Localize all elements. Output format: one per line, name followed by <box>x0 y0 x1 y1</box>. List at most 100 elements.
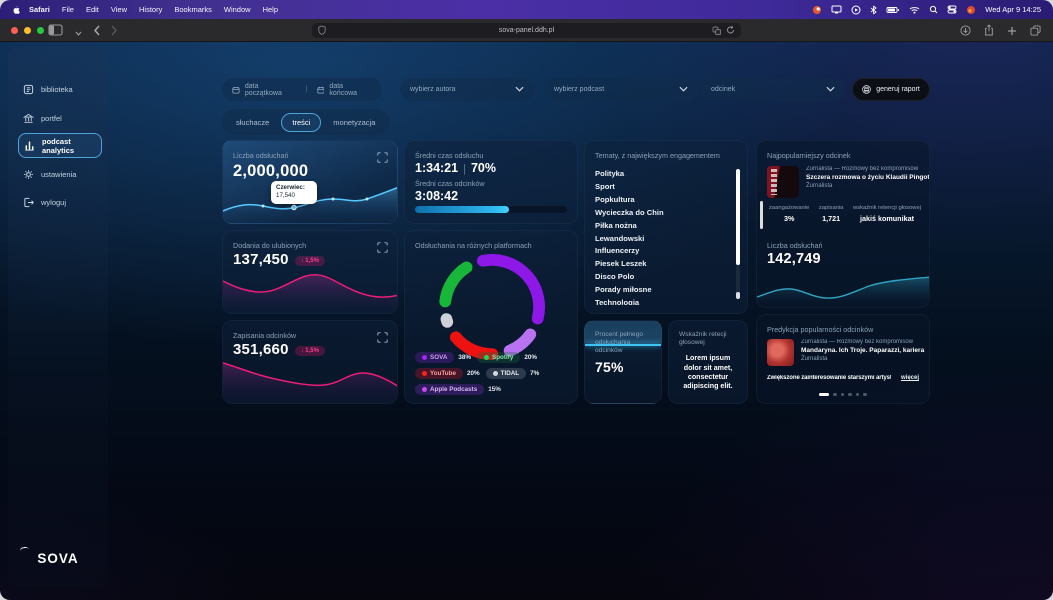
expand-icon[interactable] <box>377 330 388 348</box>
menu-help[interactable]: Help <box>262 5 278 14</box>
topic-item[interactable]: Technologia <box>595 298 640 305</box>
app-status-orange-icon[interactable] <box>812 5 822 15</box>
card-voice-retention: Wskaźnik retecji głosowej Lorem ipsum do… <box>668 320 748 404</box>
episode-author: Żurnalista <box>801 356 828 362</box>
carousel-dot[interactable] <box>855 392 860 396</box>
donut-segment-tidal <box>438 253 546 361</box>
filter-divider: | <box>305 86 308 93</box>
sidebar-item-biblioteka[interactable]: biblioteka <box>18 80 102 98</box>
library-icon <box>23 84 34 94</box>
tab-overview-icon[interactable] <box>1030 23 1041 41</box>
card-average-time: Średni czas odsłuchu 1:34:21 | 70% Średn… <box>404 140 578 224</box>
forward-button[interactable] <box>111 23 118 41</box>
episode-thumbnail[interactable] <box>767 339 794 366</box>
privacy-shield-icon[interactable] <box>318 25 326 37</box>
tooltip-value: 17,540 <box>276 192 295 200</box>
spotlight-icon[interactable] <box>929 5 938 14</box>
date-range-filter[interactable]: data początkowa | data końcowa <box>222 78 382 101</box>
podcast-select[interactable]: wybierz podcast <box>544 78 698 101</box>
more-link[interactable]: więcej <box>900 375 919 381</box>
control-center-icon[interactable] <box>947 5 957 14</box>
carousel-dot[interactable] <box>819 392 830 396</box>
total-listens-value: 2,000,000 <box>233 162 309 180</box>
sidebar-chevron-icon[interactable] <box>75 23 82 41</box>
menu-window[interactable]: Window <box>223 5 251 14</box>
topic-item[interactable]: Piłka nożna <box>595 220 637 230</box>
bluetooth-icon[interactable] <box>870 5 877 15</box>
wifi-icon[interactable] <box>909 6 920 14</box>
value-divider: | <box>463 163 466 175</box>
report-button-label: generuj raport <box>876 86 920 93</box>
menu-view[interactable]: View <box>110 5 128 14</box>
topic-item[interactable]: Porady miłosne <box>595 285 652 295</box>
date-start-label[interactable]: data początkowa <box>244 82 282 97</box>
zoom-window-button[interactable] <box>37 27 44 34</box>
card-title: Najpopularniejszy odcinek <box>767 151 851 160</box>
episode-select[interactable]: odcinek <box>701 78 845 101</box>
scrollbar-thumb[interactable] <box>736 169 740 266</box>
menu-bookmarks[interactable]: Bookmarks <box>174 5 212 14</box>
expand-icon[interactable] <box>377 150 388 168</box>
battery-icon[interactable] <box>886 6 900 14</box>
sidebar-toggle-icon[interactable] <box>48 23 64 41</box>
topic-item[interactable]: Piesek Leszek <box>595 259 647 269</box>
downloads-icon[interactable] <box>960 23 971 41</box>
display-icon[interactable] <box>831 5 842 14</box>
siri-icon[interactable] <box>966 5 976 15</box>
carousel-dot[interactable] <box>863 392 867 396</box>
menu-safari[interactable]: Safari <box>29 5 50 14</box>
card-topics: Tematy, z największym engagementem Polit… <box>584 140 748 314</box>
sidebar-item-wyloguj[interactable]: wyloguj <box>18 193 102 211</box>
topic-item[interactable]: Wycieczka do Chin <box>595 207 664 217</box>
donut-segment-spotify <box>438 253 546 361</box>
topic-item[interactable]: Polityka <box>595 169 625 178</box>
donut-segment-apple-podcasts <box>438 253 546 361</box>
tab-sluchacze[interactable]: słuchacze <box>236 117 270 127</box>
topic-item[interactable]: Lewandowski <box>595 233 645 243</box>
close-window-button[interactable] <box>11 27 18 34</box>
apple-menu-icon[interactable] <box>12 5 20 15</box>
episode-thumbnail[interactable] <box>767 166 799 198</box>
episode-title[interactable]: Mandaryna. Ich Troje. Paparazzi, kariera <box>801 347 925 354</box>
menu-edit[interactable]: Edit <box>85 5 99 14</box>
card-subtitle: Średni czas odcinków <box>415 179 485 188</box>
episode-title[interactable]: Szczera rozmowa o życiu Klaudii Pingot. <box>806 174 930 181</box>
stat-value: 3% <box>783 214 795 223</box>
topics-list: Polityka Sport Popkultura Wycieczka do Chin… <box>595 168 731 305</box>
translate-icon[interactable] <box>712 26 722 37</box>
sidebar-item-portfel[interactable]: portfel <box>18 109 102 127</box>
topics-scrollbar[interactable] <box>736 169 740 299</box>
legend-item: SOVA 38% <box>415 352 471 363</box>
address-bar[interactable]: sova-panel.ddh.pl <box>312 22 741 38</box>
share-icon[interactable] <box>984 23 994 41</box>
reload-icon[interactable] <box>726 25 735 37</box>
new-tab-icon[interactable] <box>1007 23 1017 41</box>
menu-file[interactable]: File <box>61 5 74 14</box>
browser-toolbar: sova-panel.ddh.pl <box>0 19 1053 42</box>
tab-monetyzacja[interactable]: monetyzacja <box>333 117 376 127</box>
topic-item[interactable]: Disco Polo <box>595 272 635 282</box>
card-scrollbar-thumb[interactable] <box>760 201 763 229</box>
date-end-label[interactable]: data końcowa <box>329 82 358 97</box>
menu-clock[interactable]: Wed Apr 9 14:25 <box>985 5 1041 14</box>
play-status-icon[interactable] <box>851 5 861 15</box>
sidebar-item-podcast-analytics[interactable]: podcast analytics <box>18 133 102 158</box>
gauge-fill-line <box>585 343 661 346</box>
logo-accent <box>19 546 30 553</box>
back-button[interactable] <box>93 23 100 41</box>
topic-item[interactable]: Popkultura <box>595 194 635 204</box>
topic-item[interactable]: Sport <box>595 181 615 191</box>
expand-icon[interactable] <box>377 240 388 258</box>
topic-item[interactable]: Influencerzy <box>595 246 640 256</box>
carousel-dot[interactable] <box>840 392 845 396</box>
sidebar-item-label: portfel <box>41 113 62 123</box>
minimize-window-button[interactable] <box>24 27 31 34</box>
author-select[interactable]: wybierz autora <box>400 78 534 101</box>
menu-history[interactable]: History <box>139 5 163 14</box>
generate-report-button[interactable]: generuj raport <box>852 78 930 101</box>
tab-tresci[interactable]: treści <box>281 112 322 132</box>
sidebar-item-ustawienia[interactable]: ustawienia <box>18 165 102 183</box>
carousel-dot[interactable] <box>833 392 837 396</box>
episode-author: Żurnalista <box>806 183 833 189</box>
carousel-dot[interactable] <box>848 392 852 396</box>
